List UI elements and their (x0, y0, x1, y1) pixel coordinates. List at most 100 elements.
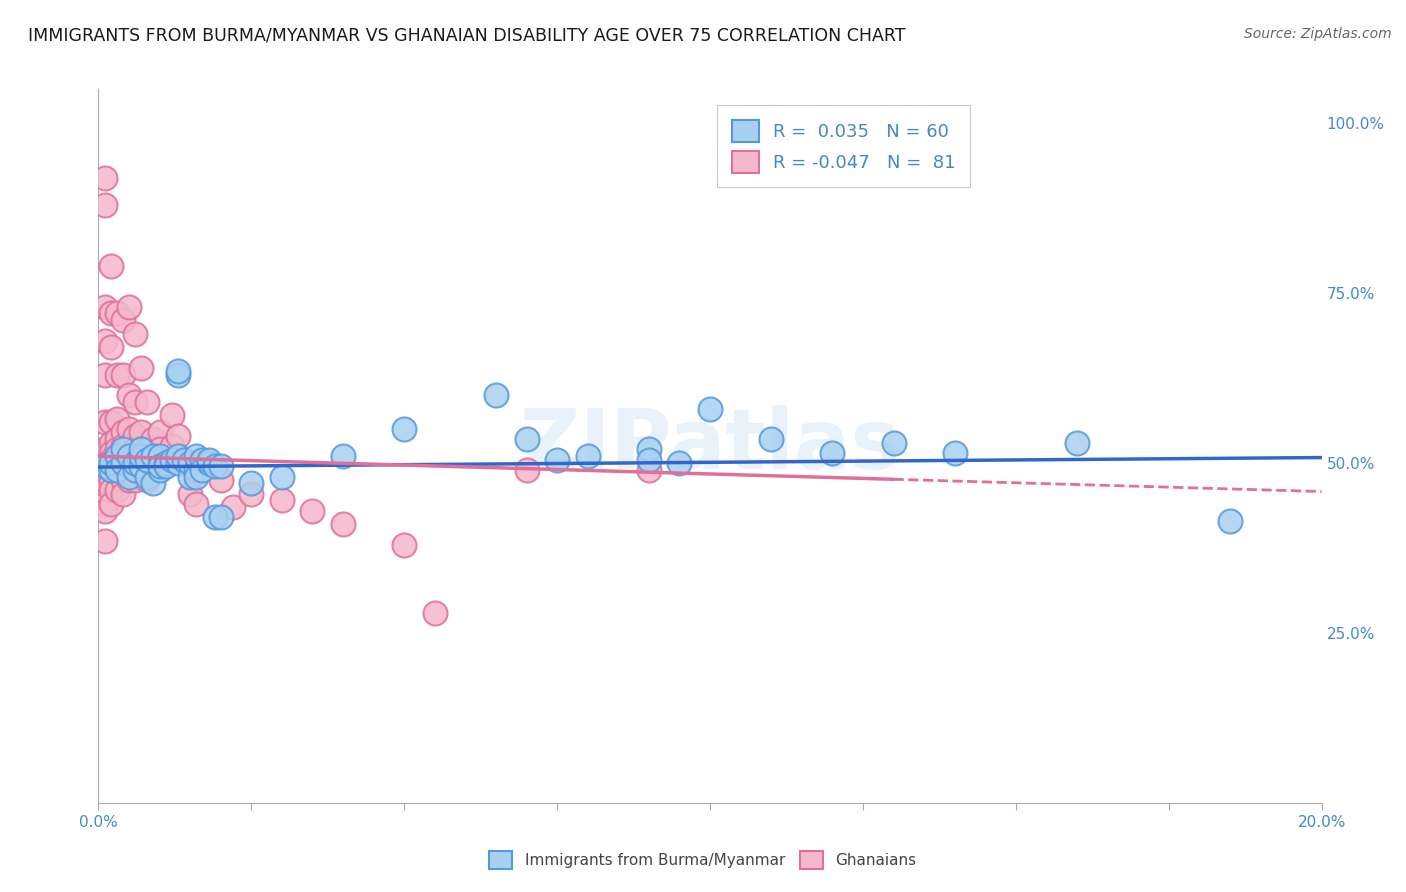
Point (124, 463, 146, 477)
Point (124, 473, 146, 487)
Point (105, 452, 128, 467)
Point (100, 415, 122, 429)
Point (105, 306, 128, 320)
Point (93, 442, 115, 457)
Point (93, 469, 115, 483)
Point (136, 394, 159, 409)
Point (105, 463, 128, 477)
Point (93, 476, 115, 491)
Point (1066, 435, 1088, 450)
Point (93, 497, 115, 511)
Point (136, 473, 159, 487)
Point (209, 459, 232, 474)
Point (129, 449, 152, 463)
Point (516, 463, 538, 477)
Point (149, 425, 172, 440)
Point (124, 394, 146, 409)
Point (167, 368, 190, 382)
Point (149, 449, 172, 463)
Point (167, 429, 190, 443)
Point (93, 300, 115, 314)
Point (149, 442, 172, 457)
Point (142, 432, 165, 446)
Point (637, 442, 661, 457)
Point (332, 449, 354, 463)
Point (105, 412, 128, 426)
Point (100, 446, 122, 460)
Point (167, 364, 190, 378)
Point (759, 432, 782, 446)
Point (111, 486, 134, 500)
Point (111, 452, 134, 467)
Point (100, 456, 122, 470)
Point (111, 368, 134, 382)
Point (167, 449, 190, 463)
Point (124, 429, 146, 443)
Point (100, 483, 122, 498)
Point (124, 326, 146, 341)
Point (105, 483, 128, 498)
Point (637, 452, 661, 467)
Point (179, 456, 201, 470)
Point (93, 493, 115, 508)
Point (111, 442, 134, 457)
Point (149, 459, 172, 474)
Point (142, 452, 165, 467)
Point (93, 459, 115, 474)
Point (100, 463, 122, 477)
Point (142, 449, 165, 463)
Point (240, 476, 263, 491)
Point (118, 300, 141, 314)
Point (111, 425, 134, 440)
Point (204, 510, 226, 524)
Legend: R =  0.035   N = 60, R = -0.047   N =  81: R = 0.035 N = 60, R = -0.047 N = 81 (717, 105, 970, 187)
Point (118, 469, 141, 483)
Point (186, 469, 208, 483)
Point (93, 503, 115, 517)
Point (186, 463, 208, 477)
Point (93, 483, 115, 498)
Point (167, 456, 190, 470)
Point (576, 449, 599, 463)
Point (392, 537, 416, 551)
Point (100, 259, 122, 273)
Point (124, 442, 146, 457)
Text: IMMIGRANTS FROM BURMA/MYANMAR VS GHANAIAN DISABILITY AGE OVER 75 CORRELATION CHA: IMMIGRANTS FROM BURMA/MYANMAR VS GHANAIA… (28, 27, 905, 45)
Point (423, 606, 446, 620)
Point (179, 486, 201, 500)
Point (197, 452, 219, 467)
Point (118, 422, 141, 436)
Point (100, 463, 122, 477)
Point (100, 435, 122, 450)
Point (111, 473, 134, 487)
Point (270, 469, 292, 483)
Point (173, 452, 195, 467)
Point (93, 334, 115, 348)
Point (160, 452, 183, 467)
Point (105, 442, 128, 457)
Point (129, 360, 152, 375)
Point (191, 463, 214, 477)
Point (222, 500, 245, 515)
Point (100, 341, 122, 355)
Point (93, 456, 115, 470)
Point (93, 415, 115, 429)
Point (129, 459, 152, 474)
Point (191, 452, 214, 467)
Point (124, 456, 146, 470)
Point (129, 466, 152, 480)
Point (105, 432, 128, 446)
Point (485, 388, 508, 402)
Point (546, 452, 568, 467)
Point (111, 456, 134, 470)
Point (155, 456, 177, 470)
Point (179, 469, 201, 483)
Point (270, 493, 292, 508)
Point (155, 459, 177, 474)
Point (105, 368, 128, 382)
Point (100, 306, 122, 320)
Point (699, 401, 721, 416)
Point (173, 456, 195, 470)
Point (204, 459, 226, 474)
Point (197, 456, 219, 470)
